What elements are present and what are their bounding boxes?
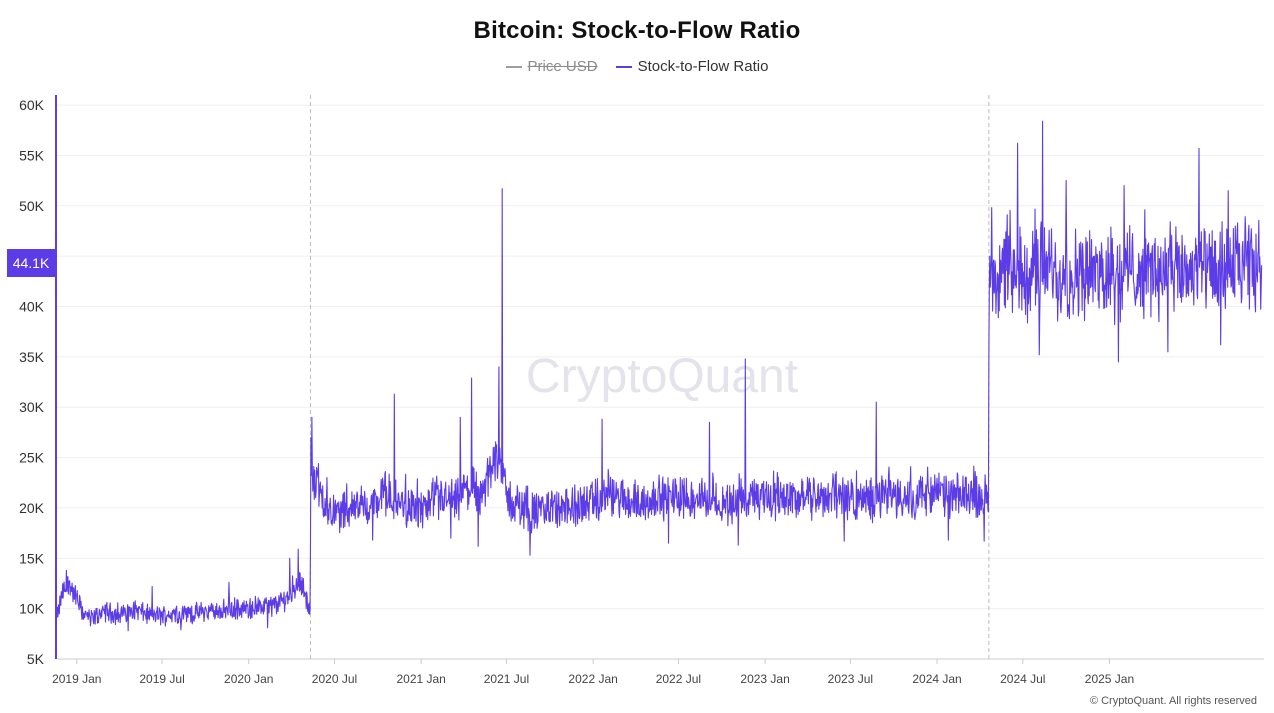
x-tick-label: 2019 Jul <box>139 672 184 686</box>
legend-item-stock-to-flow[interactable]: Stock-to-Flow Ratio <box>615 58 769 75</box>
y-tick-label: 60K <box>19 97 45 113</box>
current-value-label: 44.1K <box>13 255 50 271</box>
x-tick-label: 2021 Jan <box>396 672 445 686</box>
y-tick-label: 30K <box>19 399 45 415</box>
legend-item-price-usd[interactable]: Price USD <box>505 58 598 75</box>
y-tick-label: 10K <box>19 601 45 617</box>
x-tick-label: 2022 Jul <box>656 672 701 686</box>
current-value-badge-bg <box>7 249 55 277</box>
y-tick-label: 50K <box>19 198 45 214</box>
legend-label-stock-to-flow: Stock-to-Flow Ratio <box>637 58 769 75</box>
series-stock-to-flow <box>56 120 1263 632</box>
legend-swatch-stock-to-flow <box>615 65 632 68</box>
y-tick-label: 25K <box>19 450 45 466</box>
chart-legend: Price USD Stock-to-Flow Ratio <box>0 58 1274 75</box>
series-line-stock-to-flow <box>56 120 1263 632</box>
y-tick-label: 40K <box>19 299 45 315</box>
x-tick-label: 2021 Jul <box>484 672 529 686</box>
grid-lines <box>57 104 1264 660</box>
copyright-text: © CryptoQuant. All rights reserved <box>1089 695 1257 707</box>
x-tick-label: 2020 Jul <box>312 672 357 686</box>
y-tick-label: 35K <box>19 349 45 365</box>
x-tick-label: 2023 Jul <box>828 672 873 686</box>
x-tick-label: 2019 Jan <box>52 672 101 686</box>
y-axis: 5K10K15K20K25K30K35K40K45K50K55K60K <box>19 95 57 667</box>
y-tick-label: 20K <box>19 500 45 516</box>
x-tick-label: 2025 Jan <box>1085 672 1134 686</box>
x-tick-label: 2020 Jan <box>224 672 273 686</box>
current-value-badge: 44.1K <box>7 249 55 277</box>
x-tick-label: 2023 Jan <box>740 672 789 686</box>
legend-swatch-price-usd <box>505 65 522 68</box>
chart-title: Bitcoin: Stock-to-Flow Ratio <box>473 17 801 44</box>
y-tick-label: 55K <box>19 147 45 163</box>
x-tick-label: 2024 Jan <box>912 672 961 686</box>
x-tick-label: 2024 Jul <box>1000 672 1045 686</box>
x-tick-label: 2022 Jan <box>568 672 617 686</box>
legend-label-price-usd: Price USD <box>527 58 598 75</box>
watermark-text: CryptoQuant <box>526 350 798 403</box>
x-axis: 2019 Jan 2019 Jul 2020 Jan 2020 Jul 2021 Jan… <box>52 658 1264 686</box>
y-tick-label: 15K <box>19 550 45 566</box>
y-tick-label: 5K <box>27 651 45 667</box>
